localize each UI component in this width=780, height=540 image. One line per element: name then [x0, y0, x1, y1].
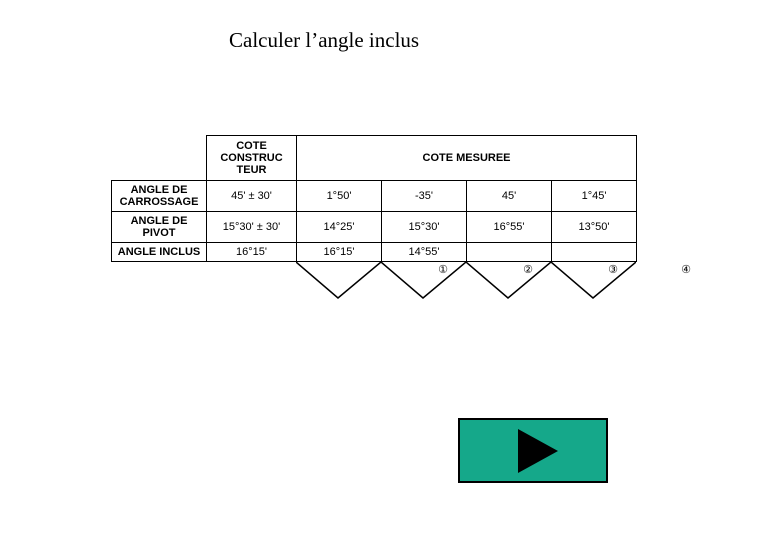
cell: 45' ± 30' — [207, 181, 297, 212]
table-corner-blank — [112, 136, 207, 181]
triangle-markers-row: ① ② ③ ④ — [111, 262, 635, 308]
angle-table-container: COTE CONSTRUC TEUR COTE MESUREE ANGLE DE… — [111, 135, 635, 308]
table-row: ANGLE DE PIVOT 15°30' ± 30' 14°25' 15°30… — [112, 212, 637, 243]
cell: 16°55' — [467, 212, 552, 243]
table-row: ANGLE DE CARROSSAGE 45' ± 30' 1°50' -35'… — [112, 181, 637, 212]
cell: 16°15' — [297, 243, 382, 262]
cell: 15°30' ± 30' — [207, 212, 297, 243]
col-header-constructeur: COTE CONSTRUC TEUR — [207, 136, 297, 181]
triangle-marker — [466, 262, 551, 300]
cell — [552, 243, 637, 262]
cell: 15°30' — [382, 212, 467, 243]
play-icon — [518, 429, 558, 473]
cell: 14°55' — [382, 243, 467, 262]
cell — [467, 243, 552, 262]
row-header-pivot: ANGLE DE PIVOT — [112, 212, 207, 243]
play-button[interactable] — [458, 418, 608, 483]
triangle-marker — [551, 262, 636, 300]
row-header-carrossage: ANGLE DE CARROSSAGE — [112, 181, 207, 212]
row-header-inclus: ANGLE INCLUS — [112, 243, 207, 262]
cell: 1°50' — [297, 181, 382, 212]
cell: 1°45' — [552, 181, 637, 212]
table-row: ANGLE INCLUS 16°15' 16°15' 14°55' — [112, 243, 637, 262]
triangle-marker — [381, 262, 466, 300]
page-title: Calculer l’angle inclus — [229, 28, 419, 53]
triangle-marker — [296, 262, 381, 300]
col-header-mesuree: COTE MESUREE — [297, 136, 637, 181]
cell: 13°50' — [552, 212, 637, 243]
cell: 45' — [467, 181, 552, 212]
cell: 16°15' — [207, 243, 297, 262]
angle-table: COTE CONSTRUC TEUR COTE MESUREE ANGLE DE… — [111, 135, 637, 262]
cell: 14°25' — [297, 212, 382, 243]
cell: -35' — [382, 181, 467, 212]
marker-label: ④ — [676, 263, 696, 276]
